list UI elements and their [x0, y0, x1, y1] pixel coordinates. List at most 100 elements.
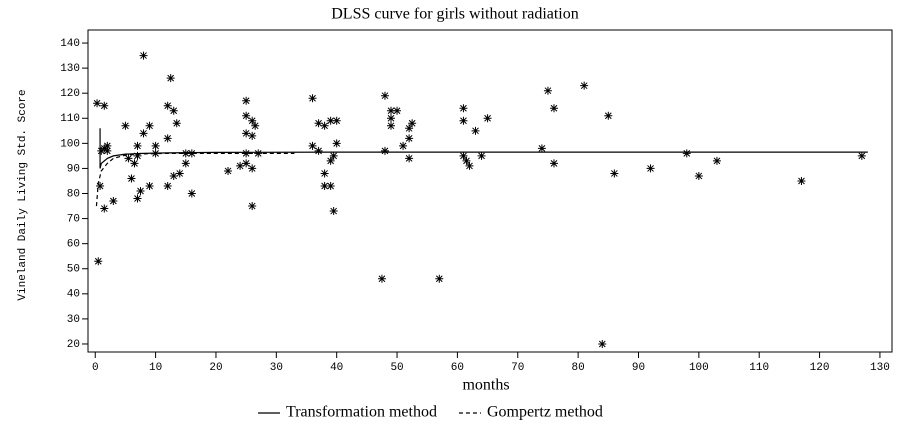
x-tick-label: 30 — [270, 362, 283, 374]
data-point — [549, 159, 558, 168]
data-point — [477, 151, 486, 160]
data-point — [377, 274, 386, 283]
data-point — [109, 197, 118, 206]
data-point — [236, 161, 245, 170]
data-point — [459, 116, 468, 125]
y-tick-label: 110 — [60, 113, 80, 125]
x-tick-label: 10 — [149, 362, 162, 374]
data-point — [332, 116, 341, 125]
data-point — [471, 126, 480, 135]
x-tick-label: 100 — [689, 362, 709, 374]
data-point — [405, 154, 414, 163]
fit-curve — [95, 152, 295, 207]
x-tick-label: 50 — [390, 362, 403, 374]
data-point — [435, 274, 444, 283]
data-point — [387, 106, 396, 115]
data-point — [169, 106, 178, 115]
data-point — [308, 94, 317, 103]
y-tick-label: 20 — [67, 339, 80, 351]
y-tick-label: 60 — [67, 239, 80, 251]
x-tick-label: 110 — [749, 362, 769, 374]
data-point — [387, 114, 396, 123]
data-point — [133, 151, 142, 160]
data-point — [151, 141, 160, 150]
data-point — [251, 121, 260, 130]
y-tick-label: 130 — [60, 63, 80, 75]
data-point — [405, 124, 414, 133]
data-point — [181, 149, 190, 158]
data-point — [326, 181, 335, 190]
data-point — [537, 144, 546, 153]
data-point — [181, 159, 190, 168]
data-point — [175, 169, 184, 178]
data-point — [598, 339, 607, 348]
x-tick-label: 80 — [572, 362, 585, 374]
data-point — [242, 149, 251, 158]
x-tick-label: 0 — [92, 362, 99, 374]
data-point — [314, 119, 323, 128]
data-point — [314, 146, 323, 155]
data-point — [646, 164, 655, 173]
data-point — [136, 187, 145, 195]
x-tick-label: 130 — [870, 362, 890, 374]
data-point — [797, 176, 806, 185]
data-point — [248, 164, 257, 173]
data-point — [103, 146, 112, 155]
y-tick-label: 70 — [67, 213, 80, 225]
y-tick-label: 100 — [60, 138, 80, 150]
data-point — [462, 156, 471, 165]
data-point — [329, 207, 338, 216]
data-point — [163, 181, 172, 190]
data-point — [459, 104, 468, 113]
data-point — [248, 202, 257, 211]
data-point — [103, 141, 112, 150]
data-point — [93, 99, 102, 108]
y-tick-label: 140 — [60, 38, 80, 50]
data-point — [326, 116, 335, 125]
data-point — [145, 121, 154, 130]
data-point — [857, 151, 866, 160]
data-point — [94, 257, 103, 266]
data-point — [166, 74, 175, 83]
data-point — [580, 81, 589, 90]
data-point — [96, 181, 105, 190]
data-point — [139, 51, 148, 60]
x-axis-label: months — [462, 377, 509, 394]
legend-label: Transformation method — [286, 404, 437, 421]
data-point — [610, 169, 619, 178]
data-point — [320, 121, 329, 130]
data-point — [127, 174, 136, 183]
data-point — [408, 119, 417, 128]
data-point — [145, 181, 154, 190]
y-tick-label: 40 — [67, 289, 80, 301]
data-point — [320, 181, 329, 190]
data-point — [100, 101, 109, 110]
data-point — [694, 171, 703, 180]
data-point — [121, 121, 130, 130]
y-tick-label: 50 — [67, 264, 80, 276]
data-point — [242, 111, 251, 120]
data-point — [248, 131, 257, 140]
data-point — [242, 129, 251, 138]
chart-title: DLSS curve for girls without radiation — [331, 6, 579, 23]
x-tick-label: 120 — [810, 362, 830, 374]
data-point — [187, 189, 196, 198]
fit-curve — [99, 128, 868, 169]
y-axis-label: Vineland Daily Living Std. Score — [17, 89, 29, 300]
data-point — [380, 91, 389, 100]
data-point — [405, 134, 414, 143]
legend: Transformation method Gompertz method — [258, 404, 603, 421]
data-point — [387, 121, 396, 130]
data-point — [163, 101, 172, 110]
data-point — [399, 141, 408, 150]
legend-label: Gompertz method — [487, 404, 603, 421]
data-point — [320, 169, 329, 178]
y-tick-label: 120 — [60, 88, 80, 100]
x-tick-label: 20 — [209, 362, 222, 374]
data-point — [248, 116, 257, 125]
y-tick-label: 90 — [67, 163, 80, 175]
data-point — [139, 129, 148, 138]
data-point — [172, 119, 181, 128]
data-point — [712, 156, 721, 165]
